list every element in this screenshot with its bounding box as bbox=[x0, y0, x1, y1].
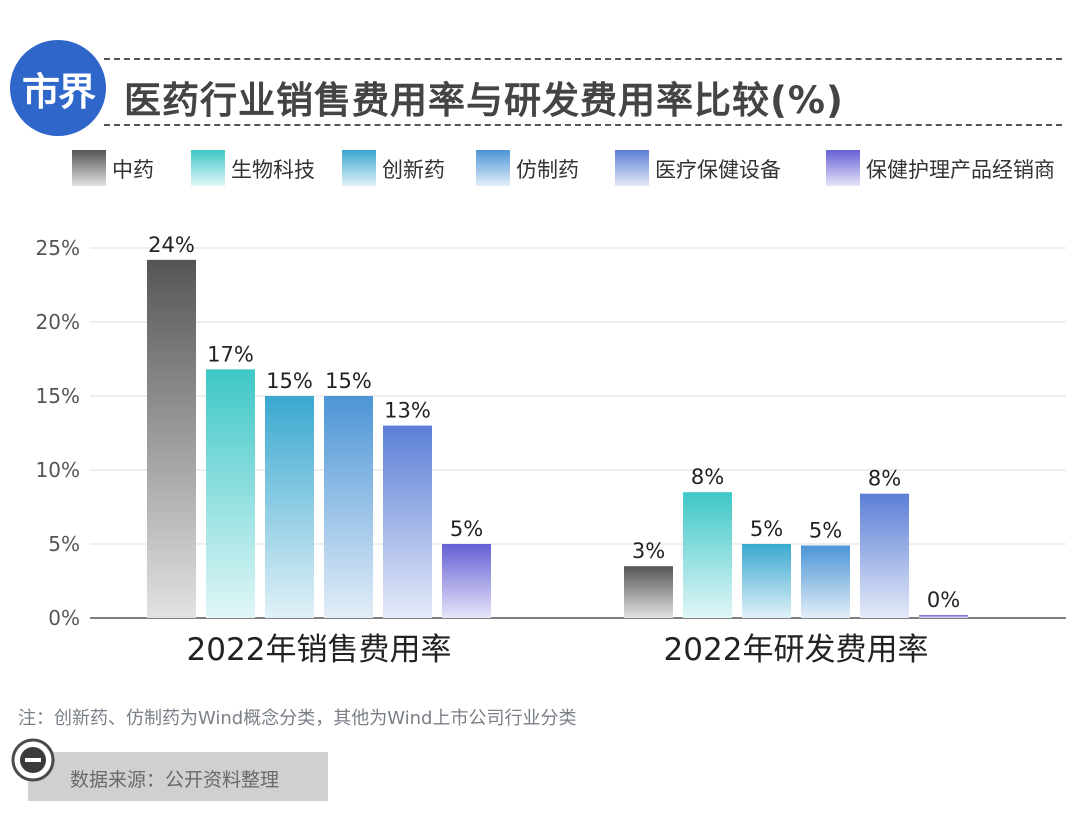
data-label: 8% bbox=[691, 465, 724, 489]
data-label: 15% bbox=[325, 369, 372, 393]
chart-title: 医药行业销售费用率与研发费用率比较(%) bbox=[124, 79, 844, 122]
data-label: 15% bbox=[266, 369, 313, 393]
legend-label: 医疗保健设备 bbox=[655, 158, 781, 182]
legend-label: 创新药 bbox=[382, 158, 445, 182]
title-divider-top bbox=[104, 58, 1062, 60]
legend-swatch bbox=[342, 150, 376, 186]
brand-logo-text: 市界 bbox=[21, 69, 96, 114]
legend-swatch bbox=[476, 150, 510, 186]
legend-label: 中药 bbox=[112, 158, 154, 182]
bar bbox=[383, 425, 432, 618]
y-tick-label: 20% bbox=[36, 310, 80, 334]
bar bbox=[147, 259, 196, 618]
bar bbox=[324, 396, 373, 618]
bar bbox=[801, 545, 850, 618]
legend-label: 仿制药 bbox=[516, 158, 579, 182]
title-divider-bottom bbox=[104, 124, 1062, 126]
minus-circle-icon bbox=[11, 738, 55, 782]
data-label: 8% bbox=[868, 467, 901, 491]
source-box: 数据来源：公开资料整理 bbox=[28, 752, 328, 801]
bar-chart: 中药 生物科技 创新药 仿制药 医疗保健设备 保健护理产品经销商 0% 5% 10% 15% 20… bbox=[36, 150, 1066, 668]
legend-swatch bbox=[826, 150, 860, 186]
brand-logo: 市界 bbox=[10, 40, 106, 136]
bar bbox=[919, 615, 968, 618]
data-label: 0% bbox=[927, 588, 960, 612]
y-tick-label: 5% bbox=[48, 532, 80, 556]
footnote: 注：创新药、仿制药为Wind概念分类，其他为Wind上市公司行业分类 bbox=[18, 708, 577, 729]
y-tick-label: 10% bbox=[36, 458, 80, 482]
data-label: 13% bbox=[384, 399, 431, 423]
chart-x-labels: 2022年销售费用率 2022年研发费用率 bbox=[187, 632, 929, 668]
legend-label: 生物科技 bbox=[231, 158, 315, 182]
legend-swatch bbox=[191, 150, 225, 186]
bar bbox=[860, 493, 909, 618]
bar bbox=[683, 492, 732, 618]
bar bbox=[442, 544, 491, 618]
chart-legend: 中药 生物科技 创新药 仿制药 医疗保健设备 保健护理产品经销商 bbox=[72, 150, 1055, 186]
chart-bars: 24% 17% 15% 15% 13% 5% 3% 8% 5% 5% 8% 0% bbox=[147, 233, 968, 618]
bar bbox=[742, 544, 791, 618]
y-tick-label: 25% bbox=[36, 236, 80, 260]
data-label: 5% bbox=[809, 518, 842, 542]
source-text: 数据来源：公开资料整理 bbox=[70, 769, 280, 791]
legend-swatch bbox=[615, 150, 649, 186]
bar bbox=[624, 566, 673, 618]
bar bbox=[206, 369, 255, 618]
x-category-label: 2022年研发费用率 bbox=[664, 632, 929, 668]
data-label: 5% bbox=[750, 517, 783, 541]
bar bbox=[265, 396, 314, 618]
legend-swatch bbox=[72, 150, 106, 186]
data-label: 3% bbox=[632, 539, 665, 563]
data-label: 5% bbox=[450, 517, 483, 541]
y-tick-label: 15% bbox=[36, 384, 80, 408]
x-category-label: 2022年销售费用率 bbox=[187, 632, 452, 668]
y-tick-label: 0% bbox=[48, 606, 80, 630]
legend-label: 保健护理产品经销商 bbox=[866, 158, 1055, 182]
data-label: 17% bbox=[207, 342, 254, 366]
data-label: 24% bbox=[148, 233, 195, 257]
